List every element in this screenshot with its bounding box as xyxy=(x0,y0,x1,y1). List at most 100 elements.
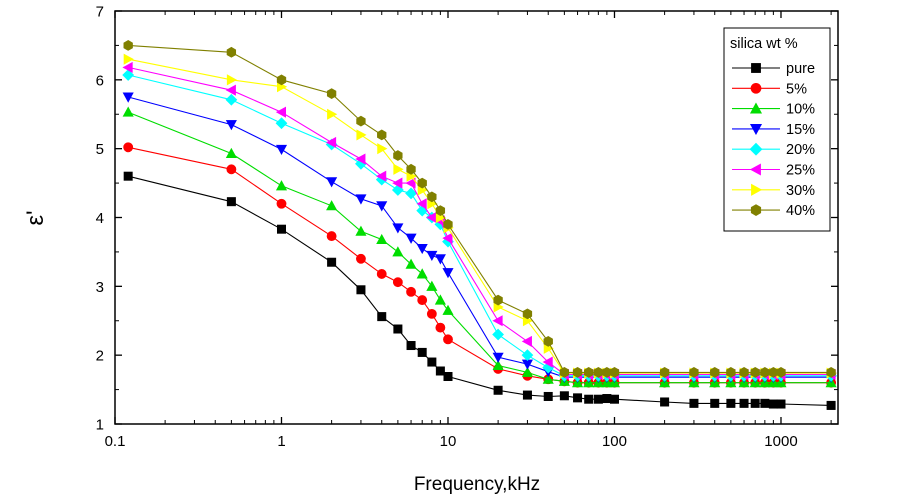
data-point xyxy=(559,366,570,378)
data-point xyxy=(392,177,403,189)
data-point xyxy=(573,393,583,403)
data-point xyxy=(226,197,236,207)
y-tick-label: 3 xyxy=(96,279,104,296)
legend-label: 15% xyxy=(786,122,815,138)
data-point xyxy=(326,177,338,188)
data-point xyxy=(225,84,236,96)
data-point xyxy=(493,294,503,306)
data-point xyxy=(726,366,736,378)
data-point xyxy=(760,366,770,378)
data-point xyxy=(122,69,135,81)
legend-marker xyxy=(751,183,763,196)
data-point xyxy=(326,200,338,211)
legend-item: 10% xyxy=(732,102,815,118)
data-point xyxy=(710,398,720,408)
legend-marker xyxy=(750,82,762,94)
data-point xyxy=(377,129,387,141)
data-point xyxy=(435,205,446,217)
data-point xyxy=(355,194,367,205)
data-point xyxy=(492,328,504,341)
data-point xyxy=(726,398,736,408)
data-point xyxy=(427,357,437,367)
data-point xyxy=(768,399,778,409)
legend-marker xyxy=(749,142,763,156)
data-point xyxy=(434,294,446,305)
legend-marker xyxy=(751,63,761,73)
data-point xyxy=(276,224,286,234)
data-point xyxy=(609,394,619,404)
data-point xyxy=(739,366,749,378)
x-tick-label: 1000 xyxy=(764,433,797,450)
data-point xyxy=(377,312,387,322)
data-point xyxy=(406,341,416,351)
data-point xyxy=(542,373,554,384)
data-point xyxy=(123,142,134,153)
data-point xyxy=(493,385,503,395)
data-point xyxy=(776,399,786,409)
data-point xyxy=(123,171,133,181)
data-point xyxy=(427,191,437,203)
data-point xyxy=(435,366,445,376)
data-point xyxy=(443,372,453,382)
data-point xyxy=(327,108,338,120)
data-point xyxy=(392,277,403,288)
data-point xyxy=(492,352,504,363)
data-point xyxy=(660,397,670,407)
x-axis-label: Frequency,kHz xyxy=(414,474,540,495)
data-point xyxy=(275,180,288,191)
data-point xyxy=(355,225,367,236)
data-point xyxy=(275,144,288,156)
data-point xyxy=(276,198,287,209)
data-point xyxy=(417,347,427,357)
y-axis-label: ε' xyxy=(22,210,49,225)
data-point xyxy=(602,394,612,404)
data-point xyxy=(426,250,438,262)
data-point xyxy=(521,335,532,347)
data-point xyxy=(276,74,287,86)
data-point xyxy=(275,106,286,118)
data-point xyxy=(609,366,620,378)
data-point xyxy=(559,391,569,401)
data-point xyxy=(122,61,133,73)
data-point xyxy=(521,349,534,362)
legend-label: 25% xyxy=(786,163,815,179)
x-tick-label: 100 xyxy=(602,433,627,450)
series-layer xyxy=(122,40,837,410)
legend-label: 40% xyxy=(786,203,815,219)
data-point xyxy=(226,46,237,58)
y-tick-label: 7 xyxy=(96,4,104,21)
data-point xyxy=(356,285,366,295)
data-point xyxy=(356,115,366,127)
data-point xyxy=(393,324,403,334)
data-point xyxy=(426,308,437,319)
data-point xyxy=(543,391,553,401)
data-point xyxy=(325,136,337,149)
data-point xyxy=(355,153,366,165)
data-point xyxy=(393,163,404,175)
data-point xyxy=(376,233,388,245)
data-point xyxy=(443,218,453,230)
legend-item: 40% xyxy=(732,203,815,219)
data-point xyxy=(543,336,553,347)
y-tick-label: 6 xyxy=(96,72,104,89)
legend-marker xyxy=(750,204,762,216)
data-point xyxy=(443,334,453,345)
data-point xyxy=(442,232,453,244)
legend-marker xyxy=(749,102,763,114)
data-point xyxy=(225,120,237,131)
data-point xyxy=(442,304,454,315)
legend-item: 25% xyxy=(732,163,815,179)
data-point xyxy=(417,295,428,306)
data-point xyxy=(522,390,532,400)
data-point xyxy=(435,322,446,333)
y-tick-label: 2 xyxy=(96,348,104,365)
data-point xyxy=(442,268,454,279)
data-point xyxy=(750,366,760,378)
legend-item: 15% xyxy=(732,122,815,138)
legend-label: 5% xyxy=(786,81,807,97)
data-point xyxy=(405,258,417,269)
data-point xyxy=(689,366,699,378)
data-point xyxy=(492,315,503,327)
legend-box xyxy=(723,27,831,232)
data-point xyxy=(123,53,134,65)
